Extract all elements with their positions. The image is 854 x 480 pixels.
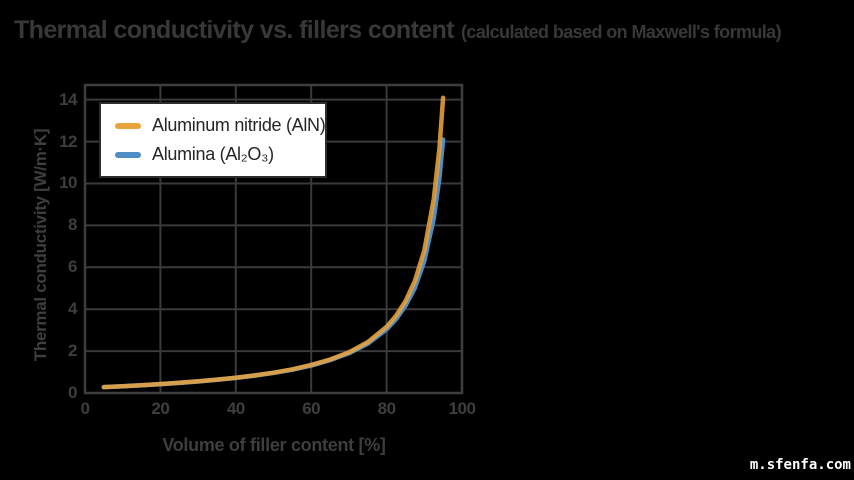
y-tick-label: 4: [68, 299, 77, 319]
legend-swatch-alumina: [115, 151, 141, 158]
legend-item-aln: Aluminum nitride (AlN): [115, 115, 326, 136]
series-line-aln: [101, 95, 446, 390]
y-tick-label: 2: [68, 341, 77, 361]
x-tick-label: 60: [302, 399, 321, 418]
y-tick-label: 10: [59, 173, 77, 193]
title-note: (calculated based on Maxwell's formula): [461, 22, 782, 42]
chart-legend: Aluminum nitride (AlN) Alumina (Al₂O₃): [99, 102, 327, 178]
x-tick-label: 100: [448, 399, 476, 418]
title-main: Thermal conductivity vs. fillers content: [14, 16, 455, 44]
axes-frame: [83, 83, 464, 395]
y-tick-label: 8: [68, 215, 77, 235]
page-title: Thermal conductivity vs. fillers content…: [14, 16, 782, 45]
y-axis-label: Thermal conductivity [W/m·K]: [31, 128, 50, 362]
y-tick-label: 6: [68, 257, 77, 277]
x-axis-label: Volume of filler content [%]: [162, 435, 386, 455]
y-tick-label: 14: [59, 89, 77, 109]
watermark: m.sfenfa.com: [749, 457, 851, 473]
x-tick-label: 40: [226, 399, 245, 418]
legend-item-alumina: Alumina (Al₂O₃): [115, 144, 325, 165]
legend-label-aln: Aluminum nitride (AlN): [152, 115, 326, 135]
y-tick-label: 0: [68, 383, 77, 402]
x-tick-label: 80: [377, 399, 396, 418]
y-tick-label: 12: [59, 131, 77, 151]
legend-label-alumina: Alumina (Al₂O₃): [152, 144, 274, 164]
x-tick-label: 20: [151, 399, 170, 418]
legend-swatch-aln: [115, 122, 141, 129]
x-tick-label: 0: [80, 399, 90, 418]
